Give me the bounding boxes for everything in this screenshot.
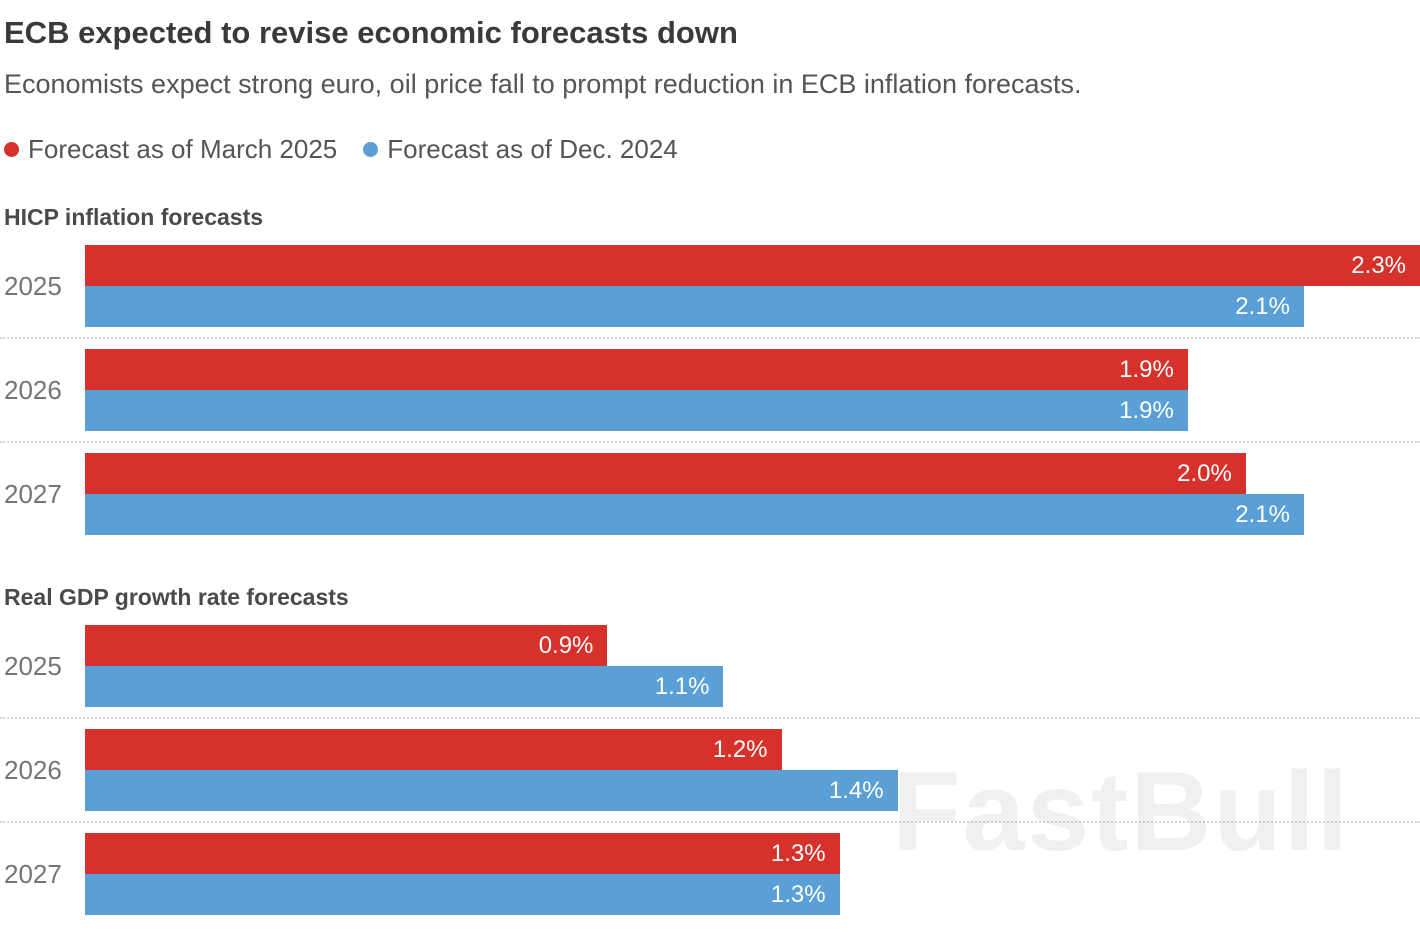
- group-separator: [0, 821, 1420, 823]
- bar-value-label: 1.3%: [770, 880, 826, 908]
- chart-section-title: Real GDP growth rate forecasts: [4, 584, 349, 610]
- bar-group: 2027 2.0% 2.1%: [0, 453, 1420, 535]
- legend-label: Forecast as of Dec. 2024: [387, 134, 678, 164]
- bar-dec-2024: 2.1%: [85, 286, 1304, 327]
- group-separator: [0, 337, 1420, 339]
- bar-march-2025: 1.9%: [85, 349, 1188, 390]
- bar-dec-2024: 1.9%: [85, 390, 1188, 431]
- bar-value-label: 1.2%: [712, 735, 768, 763]
- bar-value-label: 0.9%: [538, 631, 594, 659]
- bar-value-label: 2.1%: [1235, 500, 1290, 528]
- charts-container: HICP inflation forecasts 2025 2.3% 2.1% 2026…: [0, 203, 1420, 915]
- bar-value-label: 1.3%: [770, 839, 826, 867]
- group-separator: [0, 717, 1420, 719]
- page-subtitle: Economists expect strong euro, oil price…: [4, 69, 1082, 99]
- bar-pair: 2.0% 2.1%: [85, 453, 1420, 535]
- bar-pair: 1.2% 1.4%: [85, 729, 1420, 811]
- bar-pair: 2.3% 2.1%: [85, 245, 1420, 327]
- bar-pair: 0.9% 1.1%: [85, 625, 1420, 707]
- year-label: 2026: [4, 754, 62, 785]
- legend-item-0: Forecast as of March 2025: [4, 134, 337, 165]
- bar-value-label: 1.1%: [654, 672, 710, 700]
- bar-value-label: 1.4%: [828, 776, 884, 804]
- legend-dot-icon: [4, 142, 19, 157]
- bar-value-label: 2.1%: [1235, 292, 1290, 320]
- bar-group: 2025 2.3% 2.1%: [0, 245, 1420, 327]
- legend: Forecast as of March 2025 Forecast as of …: [4, 134, 1420, 165]
- bar-value-label: 1.9%: [1119, 355, 1174, 383]
- chart-section-title: HICP inflation forecasts: [4, 204, 264, 230]
- bar-dec-2024: 1.3%: [85, 874, 840, 915]
- bar-march-2025: 2.0%: [85, 453, 1246, 494]
- bar-value-label: 2.3%: [1351, 251, 1406, 279]
- bar-value-label: 1.9%: [1119, 396, 1174, 424]
- bar-group: 2026 1.2% 1.4%: [0, 729, 1420, 811]
- bar-march-2025: 0.9%: [85, 625, 608, 666]
- bar-dec-2024: 2.1%: [85, 494, 1304, 535]
- bar-group: 2026 1.9% 1.9%: [0, 349, 1420, 431]
- year-label: 2027: [4, 858, 62, 889]
- legend-dot-icon: [363, 142, 379, 157]
- bar-group: 2025 0.9% 1.1%: [0, 625, 1420, 707]
- year-label: 2027: [4, 478, 62, 509]
- bar-dec-2024: 1.4%: [85, 770, 898, 811]
- bar-value-label: 2.0%: [1177, 459, 1232, 487]
- bar-march-2025: 2.3%: [85, 245, 1420, 286]
- bar-march-2025: 1.3%: [85, 833, 840, 874]
- bar-dec-2024: 1.1%: [85, 666, 724, 707]
- year-label: 2025: [4, 650, 62, 681]
- chart-page: ECB expected to revise economic forecast…: [0, 15, 1420, 915]
- bar-pair: 1.9% 1.9%: [85, 349, 1420, 431]
- legend-item-1: Forecast as of Dec. 2024: [363, 134, 678, 165]
- group-separator: [0, 441, 1420, 443]
- legend-label: Forecast as of March 2025: [28, 134, 338, 164]
- bar-group: 2027 1.3% 1.3%: [0, 833, 1420, 915]
- bar-pair: 1.3% 1.3%: [85, 833, 1420, 915]
- page-title: ECB expected to revise economic forecast…: [4, 15, 738, 50]
- bar-march-2025: 1.2%: [85, 729, 782, 770]
- year-label: 2026: [4, 374, 62, 405]
- year-label: 2025: [4, 270, 62, 301]
